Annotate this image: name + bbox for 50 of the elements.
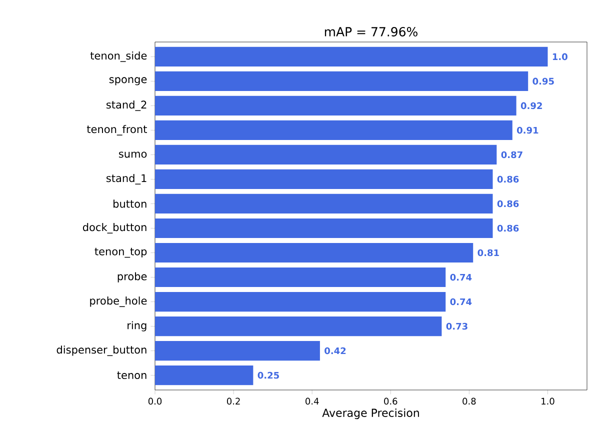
- y-tick-label: probe: [118, 272, 147, 282]
- x-tick-label: 0.6: [384, 398, 398, 405]
- bar: [155, 218, 493, 238]
- bar: [155, 292, 446, 312]
- bar: [155, 194, 493, 214]
- bar: [155, 46, 548, 66]
- chart-title: mAP = 77.96%: [324, 27, 418, 36]
- bar: [155, 144, 497, 165]
- bar: [155, 316, 442, 336]
- y-tick-label: stand_1: [106, 174, 146, 184]
- y-tick-label: probe_hole: [90, 296, 147, 307]
- bar: [155, 365, 254, 386]
- bar: [155, 96, 516, 116]
- data-label: 0.86: [497, 200, 519, 208]
- y-tick-label: sumo: [118, 152, 147, 158]
- x-tick-label: 0.4: [306, 398, 319, 405]
- data-label: 0.74: [450, 298, 472, 306]
- y-tick-label: button: [114, 200, 146, 208]
- y-tick-label: stand_2: [106, 100, 146, 111]
- bar: [155, 120, 512, 140]
- data-label: 0.95: [532, 78, 554, 85]
- y-tick-label: tenon_top: [94, 248, 147, 258]
- data-label: 0.25: [258, 372, 279, 379]
- data-label: 0.73: [446, 322, 468, 330]
- x-axis-title: Average Precision: [322, 408, 419, 420]
- data-label: 0.42: [324, 347, 346, 354]
- y-tick-label: dock_button: [82, 223, 146, 234]
- data-label: 0.91: [517, 126, 538, 134]
- data-label: 0.87: [501, 151, 522, 158]
- y-tick-label: dispenser_button: [56, 346, 146, 356]
- data-label: 0.74: [450, 274, 472, 281]
- bar: [155, 242, 474, 263]
- y-tick-label: ring: [128, 321, 146, 332]
- data-label: 0.86: [497, 176, 519, 183]
- x-tick-label: 1.0: [542, 398, 554, 405]
- x-tick-label: 0.0: [148, 398, 162, 405]
- bar: [155, 169, 493, 190]
- bar: [155, 340, 320, 361]
- x-tick-label: 0.8: [462, 398, 476, 405]
- bar: [155, 267, 446, 288]
- y-tick-label: tenon_side: [90, 51, 147, 62]
- y-tick-label: sponge: [109, 77, 147, 86]
- bar: [155, 71, 528, 92]
- y-tick-label: tenon_front: [86, 125, 147, 136]
- x-tick-label: 0.2: [226, 398, 240, 405]
- data-label: 0.92: [520, 102, 542, 110]
- data-label: 0.86: [497, 224, 519, 232]
- y-tick-label: tenon: [117, 372, 146, 380]
- data-label: 1.0: [552, 53, 568, 60]
- data-label: 0.81: [478, 249, 499, 256]
